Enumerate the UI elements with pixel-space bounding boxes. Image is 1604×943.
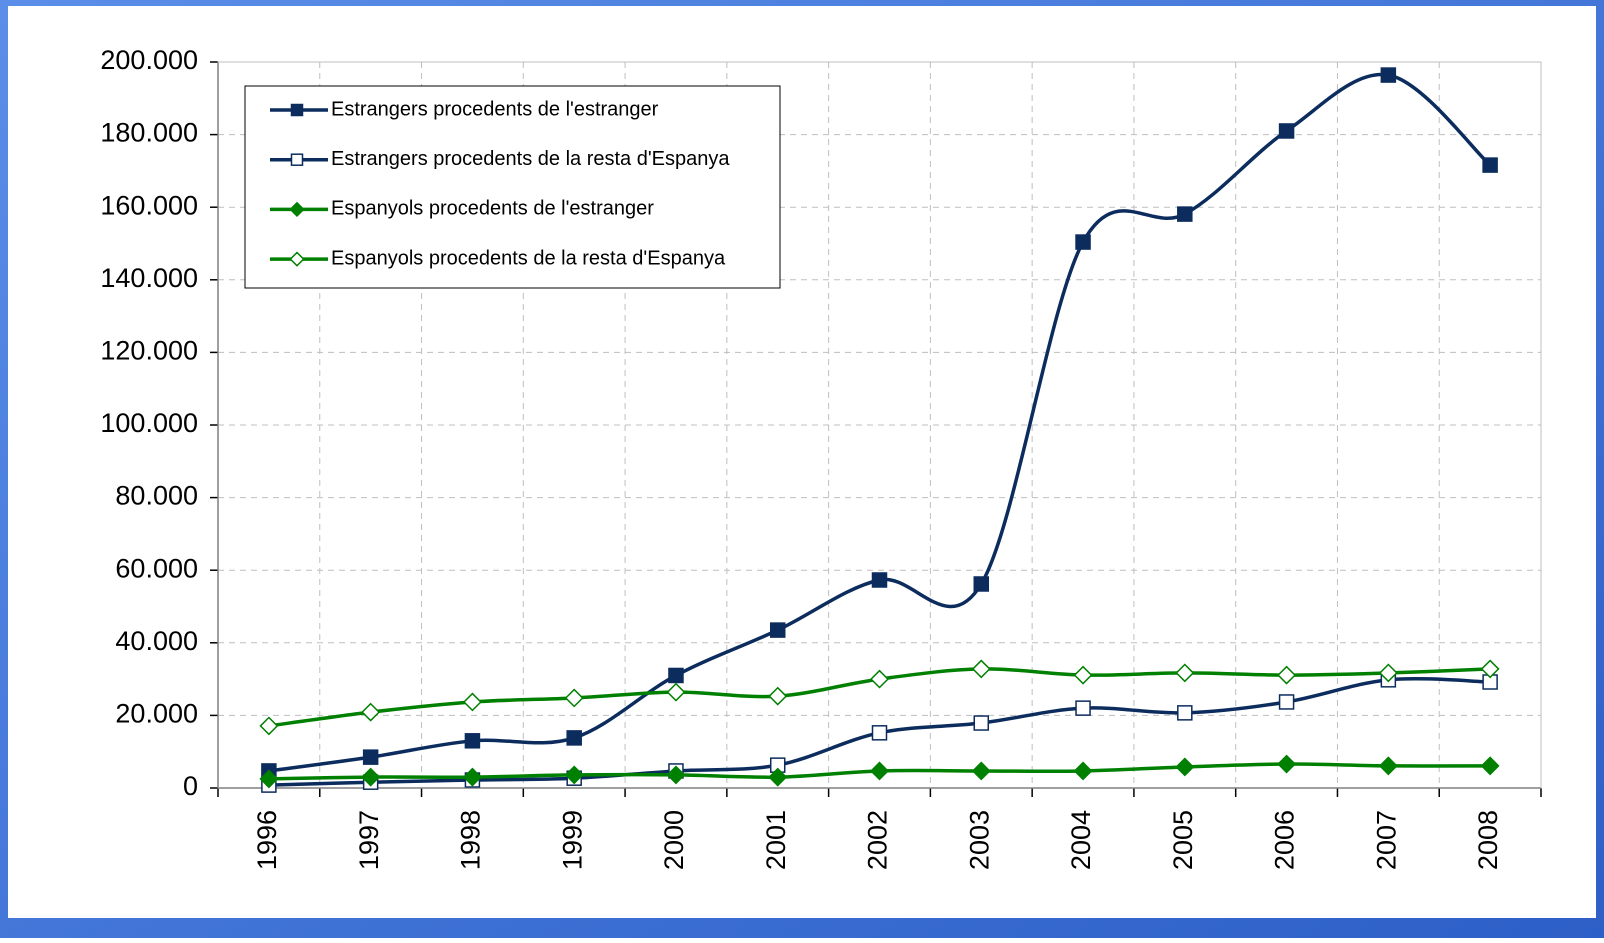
marker bbox=[362, 749, 379, 765]
x-tick-label: 2004 bbox=[1066, 810, 1096, 870]
marker bbox=[290, 103, 304, 117]
marker bbox=[971, 659, 991, 679]
marker bbox=[1482, 157, 1498, 173]
marker bbox=[564, 765, 584, 785]
y-tick-label: 120.000 bbox=[100, 336, 198, 366]
marker bbox=[1378, 756, 1398, 776]
legend-label: Estrangers procedents de l'estranger bbox=[331, 98, 659, 120]
marker bbox=[1480, 756, 1500, 776]
marker bbox=[1175, 757, 1195, 777]
y-tick-label: 100.000 bbox=[100, 408, 198, 438]
marker bbox=[666, 682, 686, 702]
marker bbox=[289, 251, 305, 267]
marker bbox=[973, 576, 990, 592]
marker bbox=[870, 761, 889, 781]
marker bbox=[768, 686, 788, 706]
marker bbox=[361, 702, 381, 722]
marker bbox=[668, 667, 684, 684]
x-tick-label: 2001 bbox=[761, 810, 791, 870]
marker bbox=[1278, 123, 1295, 139]
marker bbox=[1073, 761, 1093, 781]
x-tick-label: 1997 bbox=[354, 810, 384, 870]
marker bbox=[462, 692, 482, 712]
marker bbox=[462, 767, 482, 787]
marker bbox=[1278, 694, 1295, 710]
marker bbox=[1177, 206, 1193, 222]
marker bbox=[971, 761, 991, 781]
y-tick-label: 200.000 bbox=[100, 45, 198, 75]
x-tick-label: 2005 bbox=[1168, 810, 1198, 870]
plot-border bbox=[217, 61, 1542, 789]
marker bbox=[1480, 659, 1500, 679]
marker bbox=[1378, 663, 1398, 683]
y-tick-label: 80.000 bbox=[115, 481, 198, 511]
y-tick-label: 140.000 bbox=[100, 263, 198, 293]
marker bbox=[361, 767, 381, 787]
y-tick-label: 180.000 bbox=[100, 118, 198, 148]
x-tick-label: 2000 bbox=[659, 810, 689, 870]
marker bbox=[1175, 663, 1195, 683]
legend-label: Espanyols procedents de l'estranger bbox=[331, 198, 654, 220]
y-tick-label: 0 bbox=[183, 771, 198, 801]
marker bbox=[566, 730, 582, 746]
y-tick-label: 40.000 bbox=[115, 626, 198, 656]
marker bbox=[871, 725, 888, 741]
marker bbox=[259, 769, 279, 789]
marker bbox=[1075, 234, 1091, 250]
marker bbox=[666, 765, 686, 785]
x-tick-label: 2007 bbox=[1371, 810, 1401, 870]
marker bbox=[1177, 705, 1193, 721]
marker bbox=[289, 201, 305, 218]
y-tick-label: 160.000 bbox=[100, 190, 198, 220]
y-tick-label: 20.000 bbox=[115, 699, 198, 729]
x-tick-label: 2006 bbox=[1270, 810, 1300, 870]
x-tick-label: 2002 bbox=[863, 810, 893, 870]
marker bbox=[564, 688, 584, 708]
legend-label: Espanyols procedents de la resta d'Espan… bbox=[331, 247, 726, 269]
x-tick-label: 1999 bbox=[557, 810, 587, 870]
marker bbox=[1073, 665, 1093, 685]
x-tick-label: 2003 bbox=[964, 810, 994, 870]
marker bbox=[1380, 67, 1397, 83]
marker bbox=[973, 715, 990, 731]
x-tick-label: 1996 bbox=[252, 810, 282, 870]
marker bbox=[769, 622, 786, 638]
x-tick-label: 1998 bbox=[456, 810, 486, 870]
marker bbox=[290, 153, 304, 166]
marker bbox=[1075, 700, 1091, 716]
marker bbox=[259, 716, 279, 736]
marker bbox=[768, 767, 788, 787]
x-tick-label: 2008 bbox=[1473, 810, 1503, 870]
marker bbox=[1277, 665, 1297, 685]
legend-label: Estrangers procedents de la resta d'Espa… bbox=[331, 148, 730, 170]
marker bbox=[464, 733, 481, 749]
marker bbox=[871, 572, 888, 588]
marker bbox=[1277, 754, 1297, 774]
marker bbox=[870, 669, 889, 689]
y-tick-label: 60.000 bbox=[115, 553, 198, 583]
legend-box bbox=[244, 85, 781, 289]
